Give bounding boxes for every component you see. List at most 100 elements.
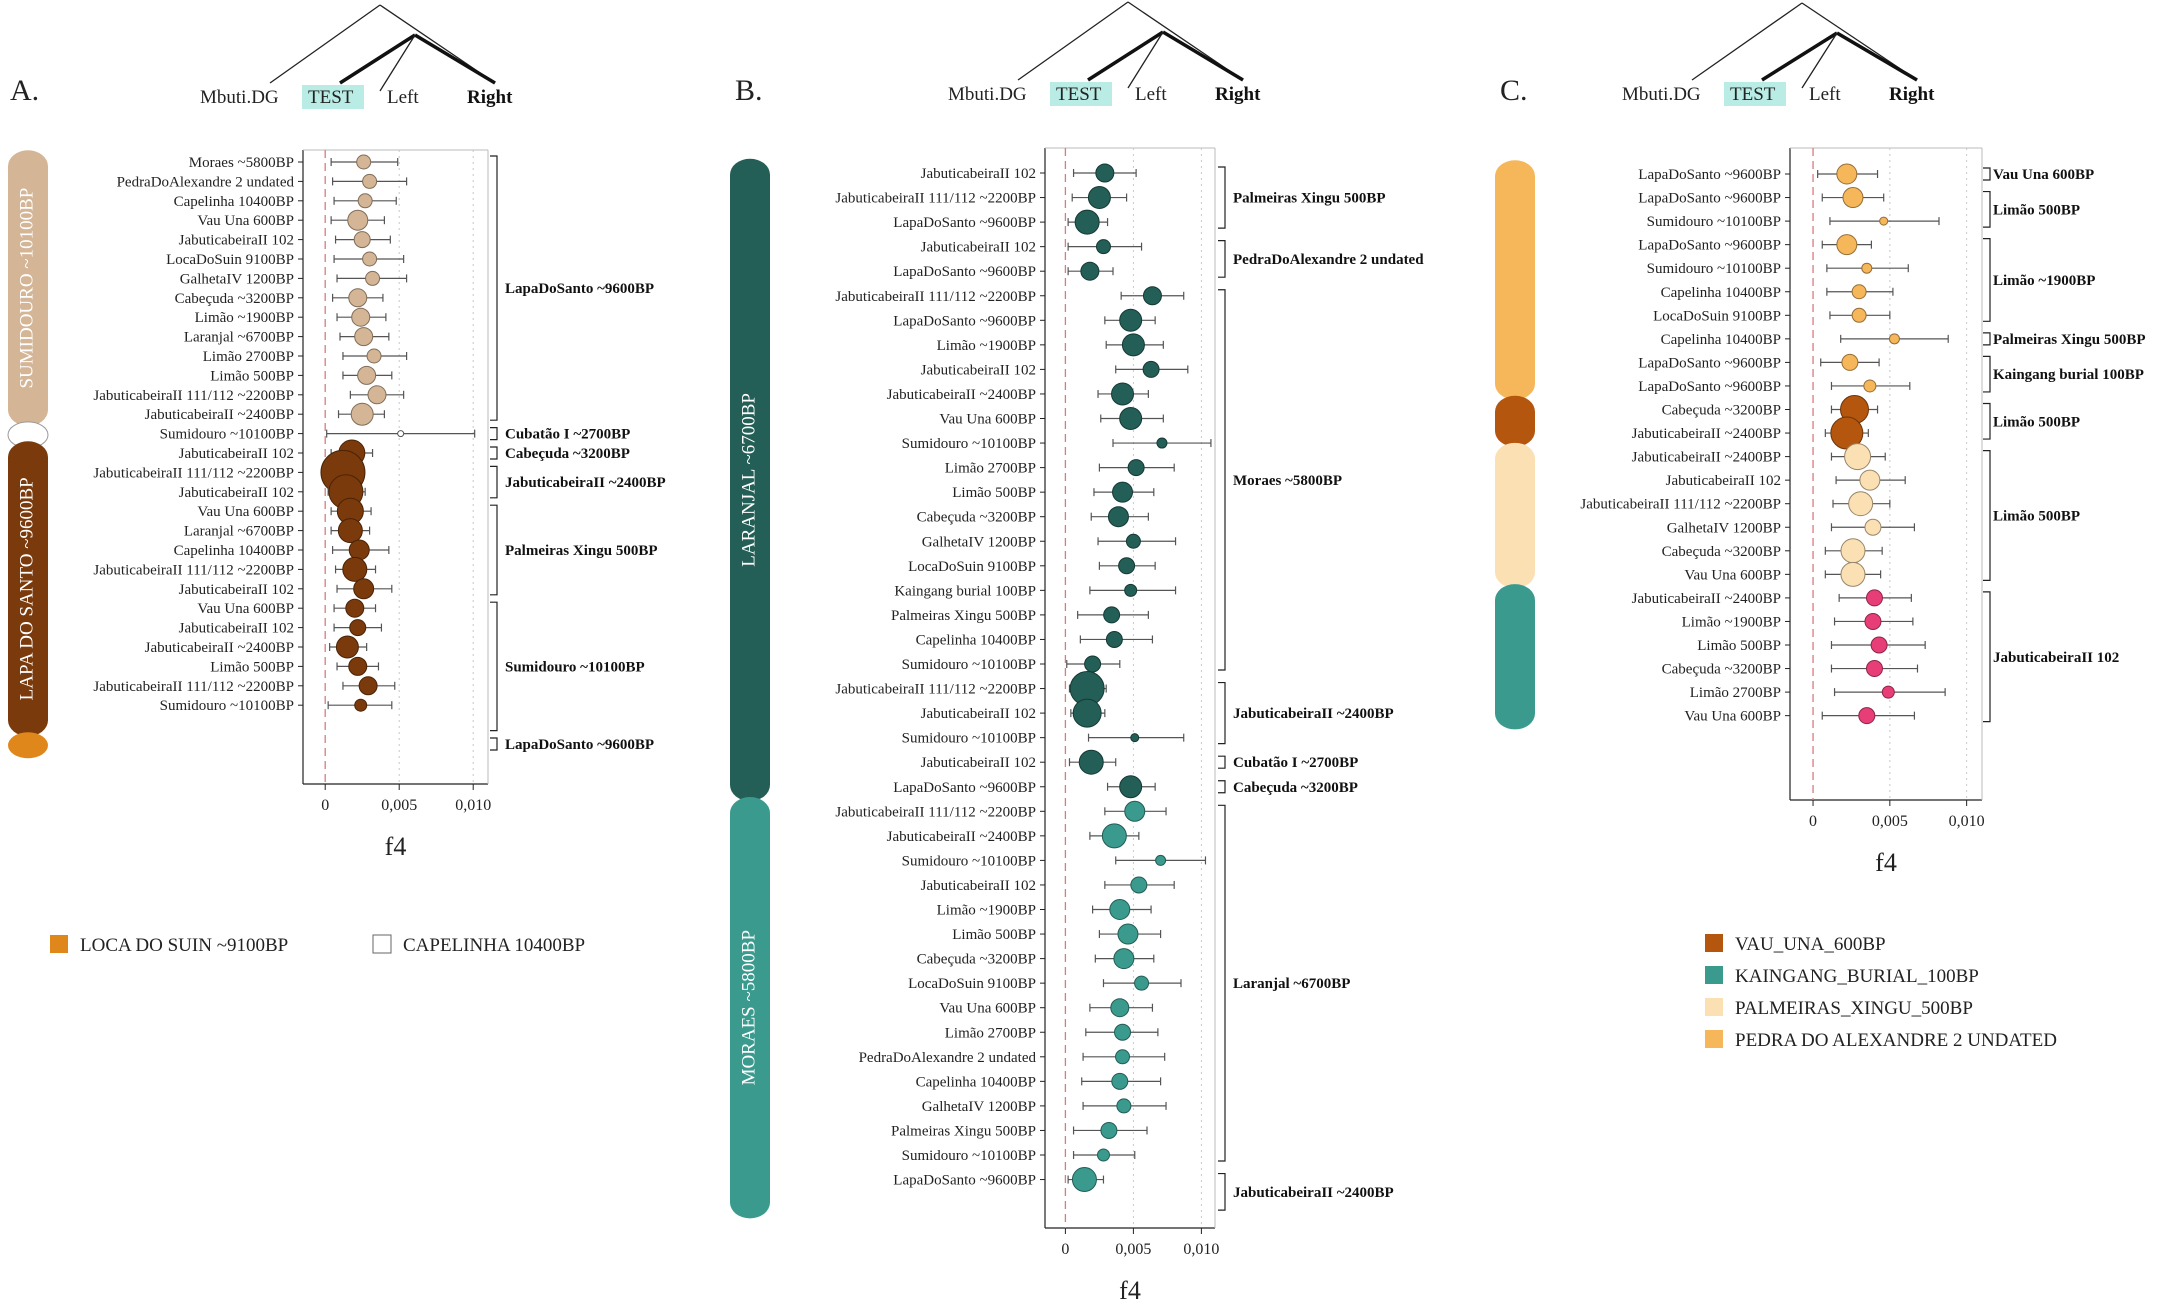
bracket [1218, 780, 1226, 794]
y-tick-label: Capelinha 10400BP [1661, 332, 1781, 348]
y-tick-label: Vau Una 600BP [197, 213, 294, 229]
data-point [349, 619, 367, 637]
y-tick-label: Vau Una 600BP [939, 412, 1036, 428]
data-point [1115, 1049, 1131, 1065]
data-point [350, 402, 374, 426]
y-tick-label: GalhetaIV 1200BP [180, 271, 294, 287]
group-bar-label: LARANJAL ~6700BP [738, 393, 759, 567]
data-point [1109, 899, 1131, 920]
tree-branch-mbuti [269, 4, 381, 84]
x-tick-label: 0,005 [1115, 1241, 1151, 1258]
bracket-label: LapaDoSanto ~9600BP [505, 737, 654, 753]
y-tick-label: JabuticabeiraII ~2400BP [1632, 591, 1781, 607]
y-tick-label: Vau Una 600BP [197, 601, 294, 617]
bracket-label: JabuticabeiraII ~2400BP [1233, 706, 1394, 722]
panel-c: C. Mbuti.DG TEST Left Right 0 0,005 0,010 f4 Lapa… [1495, 2, 2146, 877]
data-point [1124, 800, 1146, 822]
x-tick-label: 0,010 [455, 797, 491, 814]
bracket [1983, 190, 1991, 228]
y-tick-label: JabuticabeiraII 111/112 ~2200BP [93, 388, 294, 404]
legend-panel-c: VAU_UNA_600BP KAINGANG_BURIAL_100BP PALMEI… [1705, 934, 2057, 1051]
data-point [337, 518, 363, 544]
y-tick-label: Sumidouro ~10100BP [1647, 261, 1781, 277]
panel-a: A. Mbuti.DG TEST Left Right 0 0,005 0,010 f4 SUMI… [7, 4, 666, 861]
legend-swatch [1705, 998, 1723, 1016]
data-point [335, 635, 359, 659]
y-tick-label: JabuticabeiraII ~2400BP [887, 387, 1036, 403]
legend-panel-a: LOCA DO SUIN ~9100BP CAPELINHA 10400BP [50, 934, 585, 956]
y-tick-label: JabuticabeiraII 102 [921, 706, 1036, 722]
data-point [1130, 733, 1140, 743]
bracket [1983, 402, 1991, 440]
bracket-label: Palmeiras Xingu 500BP [505, 543, 658, 559]
bracket-label: LapaDoSanto ~9600BP [505, 281, 654, 297]
group-bar [730, 797, 770, 1219]
y-tick-label: JabuticabeiraII 111/112 ~2200BP [1580, 497, 1781, 513]
y-tick-label: Kaingang burial 100BP [894, 583, 1036, 599]
y-tick-label: JabuticabeiraII 102 [179, 621, 294, 637]
y-tick-label: JabuticabeiraII 102 [179, 582, 294, 598]
bracket [1983, 591, 1991, 723]
y-tick-label: Limão 500BP [1697, 638, 1781, 654]
y-tick-label: JabuticabeiraII 111/112 ~2200BP [835, 682, 1036, 698]
data-point [1072, 698, 1102, 728]
y-tick-label: Laranjal ~6700BP [184, 330, 294, 346]
bracket [1218, 289, 1226, 671]
y-tick-label: LocaDoSuin 9100BP [908, 559, 1036, 575]
data-point [1087, 186, 1111, 210]
data-point [366, 348, 382, 364]
x-tick-label: 0,010 [1949, 813, 1985, 830]
bracket [490, 446, 498, 460]
data-point [1840, 561, 1866, 587]
x-axis-title: f4 [1875, 848, 1897, 877]
bracket [490, 465, 498, 499]
y-tick-label: Sumidouro ~10100BP [1647, 214, 1781, 230]
y-tick-label: Limão 500BP [210, 368, 294, 384]
data-point [347, 209, 369, 231]
bracket-label: Cubatão I ~2700BP [505, 427, 630, 443]
y-tick-label: LocaDoSuin 9100BP [1653, 308, 1781, 324]
bracket-label: Limão 500BP [1993, 414, 2080, 430]
y-tick-label: JabuticabeiraII 102 [921, 240, 1036, 256]
data-point [1111, 1072, 1129, 1090]
tree-branch-mbuti [1691, 2, 1803, 81]
bracket-label: JabuticabeiraII 102 [1993, 650, 2119, 666]
y-tick-label: LapaDoSanto ~9600BP [893, 780, 1036, 796]
data-point [1124, 583, 1138, 597]
group-bar [8, 732, 48, 759]
tree-label-left: Left [387, 87, 419, 108]
tree-branch-left [379, 34, 416, 92]
y-tick-label: PedraDoAlexandre 2 undated [117, 174, 295, 190]
bracket-label: Limão 500BP [1993, 508, 2080, 524]
bracket [490, 427, 498, 441]
data-point [1095, 239, 1111, 255]
data-point [1118, 557, 1136, 575]
bracket [490, 737, 498, 751]
legend-label: VAU_UNA_600BP [1735, 934, 1886, 955]
x-tick-label: 0 [321, 797, 329, 814]
data-point [1870, 636, 1888, 654]
bracket [1218, 1172, 1226, 1211]
y-tick-label: Sumidouro ~10100BP [160, 698, 294, 714]
y-tick-label: JabuticabeiraII 111/112 ~2200BP [835, 289, 1036, 305]
y-tick-label: Limão 2700BP [945, 461, 1036, 477]
legend-label: PEDRA DO ALEXANDRE 2 UNDATED [1735, 1030, 2057, 1051]
y-tick-label: JabuticabeiraII ~2400BP [145, 640, 294, 656]
bracket [1218, 681, 1226, 745]
tree-label-right: Right [467, 87, 513, 108]
y-tick-label: Sumidouro ~10100BP [160, 427, 294, 443]
y-tick-label: Limão ~1900BP [1682, 614, 1781, 630]
x-axis-title: f4 [385, 832, 407, 861]
data-point [362, 251, 378, 267]
tree-label-right: Right [1889, 84, 1935, 105]
data-point [367, 385, 387, 405]
data-point [362, 173, 378, 189]
y-tick-label: Sumidouro ~10100BP [902, 1148, 1036, 1164]
group-bar [1495, 442, 1535, 589]
tree-test-highlight [302, 85, 364, 109]
data-point [357, 193, 373, 209]
tree-label-left: Left [1135, 84, 1167, 105]
tree-label-mbuti: Mbuti.DG [200, 87, 279, 108]
x-axis-title: f4 [1119, 1276, 1141, 1305]
data-point [1125, 533, 1141, 549]
